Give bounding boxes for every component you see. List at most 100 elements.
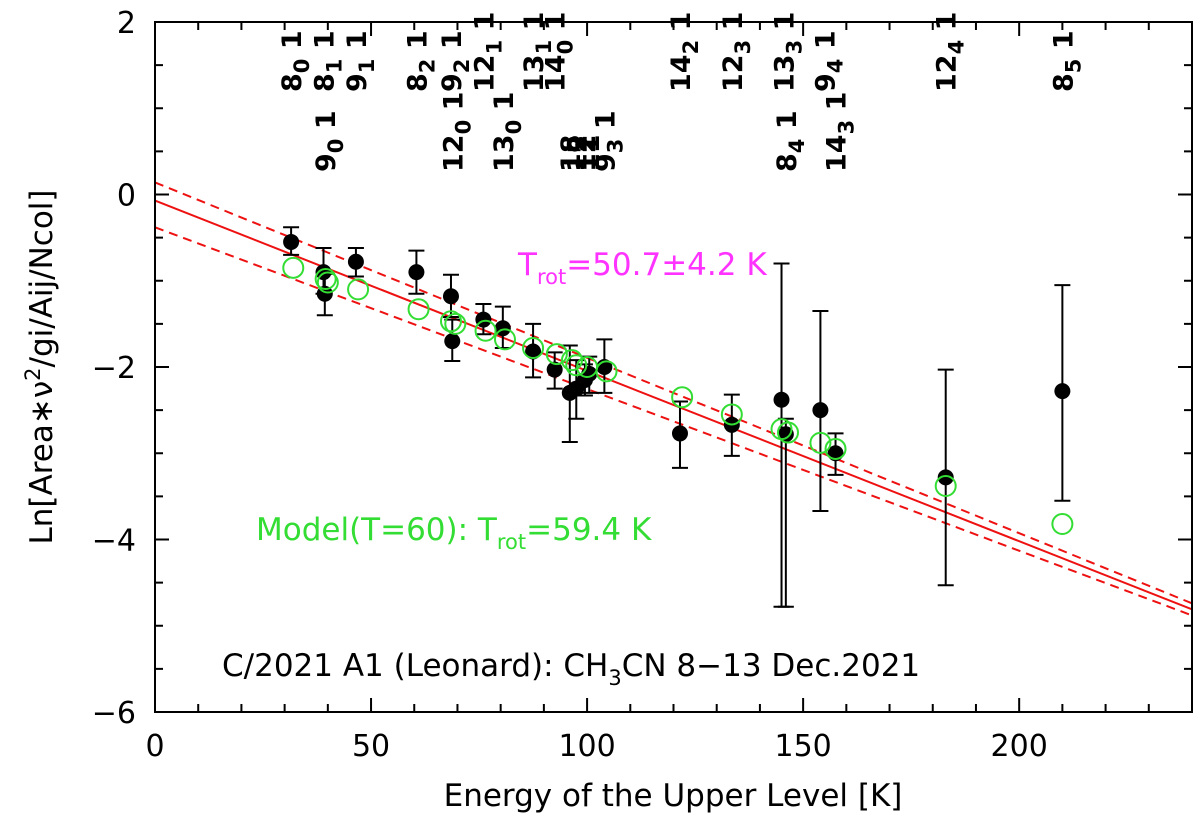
transition-label-main: 9 — [437, 73, 468, 92]
transition-label: 18 — [556, 134, 587, 172]
transition-label-main: 9 — [342, 73, 373, 92]
transition-label: 133 1 — [770, 12, 807, 92]
transition-label-k: 0 — [324, 139, 348, 154]
transition-label: 90 1 — [311, 110, 348, 172]
transition-label-tail: 1 — [575, 134, 606, 153]
transition-label-main: 14 — [666, 54, 697, 92]
model-point — [347, 278, 370, 301]
y-tick-label: 2 — [117, 6, 136, 41]
model-point — [1051, 512, 1074, 535]
model-point — [316, 271, 339, 294]
transition-label: 12 — [562, 134, 593, 172]
model-point — [439, 310, 462, 333]
model-point — [522, 337, 545, 360]
transition-label-main: 9 — [590, 153, 621, 172]
transition-label-tail: 1 — [469, 12, 500, 40]
model-point — [545, 343, 568, 366]
model-point — [824, 437, 847, 460]
observed-point — [442, 288, 459, 305]
transition-label-k: 1 — [532, 40, 556, 55]
trot-model-prefix: Model(T=60): T — [256, 512, 498, 548]
transition-label-k: 3 — [835, 120, 859, 135]
transition-label-main: 9 — [311, 153, 342, 172]
transition-label: 124 1 — [932, 12, 969, 92]
y-axis-title-suffix: /gi/Aij/Ncol] — [24, 190, 60, 368]
model-point — [444, 312, 467, 335]
transition-label-main: 13 — [519, 54, 550, 92]
observed-point — [937, 469, 954, 486]
transition-label-main: 12 — [438, 134, 469, 172]
chart-title-prefix: C/2021 A1 (Leonard): CH — [222, 648, 608, 684]
transition-label-main: 1 — [556, 153, 587, 172]
chart-title: C/2021 A1 (Leonard): CH3CN 8−13 Dec.2021 — [222, 648, 920, 690]
transition-label-main: 12 — [932, 54, 963, 92]
transition-label-tail: 1 — [310, 30, 341, 58]
observed-point — [408, 264, 425, 281]
transition-label-tail: 1 — [519, 12, 550, 40]
transition-label-tail: 1 — [438, 92, 469, 120]
transition-label-k: 2 — [415, 59, 439, 74]
transition-label-tail: 1 — [311, 110, 342, 138]
transition-label: 92 1 — [437, 30, 474, 92]
transition-label: 91 1 — [342, 30, 379, 92]
transition-label-main: 9 — [811, 73, 842, 92]
transition-label-main: 14 — [541, 54, 572, 92]
transition-label: 131 1 — [519, 12, 556, 92]
transition-label-main: 8 — [402, 73, 433, 92]
model-point — [407, 298, 430, 321]
model-points — [282, 256, 1074, 535]
model-point — [934, 475, 957, 498]
transition-label-tail: 1 — [666, 12, 697, 40]
transition-label-tail: 1 — [342, 30, 373, 58]
error-bars — [283, 226, 1071, 608]
transition-label: 81 1 — [310, 30, 347, 92]
transition-label-tail: 2 — [562, 134, 593, 153]
y-tick-label: −2 — [92, 351, 136, 386]
observed-point — [812, 402, 829, 419]
transition-label-tail: 2 — [571, 134, 602, 153]
observed-point — [773, 391, 790, 408]
transition-label: 94 1 — [811, 30, 848, 92]
y-tick-label: 0 — [117, 179, 136, 214]
y-tick-label: −6 — [92, 696, 136, 731]
transition-label-k: 2 — [450, 59, 474, 74]
y-axis-title-sup: 2 — [21, 367, 45, 380]
transition-label-main: 8 — [1048, 73, 1079, 92]
transition-label: 85 1 — [1048, 30, 1085, 92]
transition-label-tail: 1 — [277, 30, 308, 58]
fit-line-lower — [155, 226, 1192, 617]
transition-label-tail: 1 — [489, 92, 520, 120]
y-axis-title: Ln[Area∗ν2/gi/Aij/Ncol] — [21, 190, 60, 545]
trot-observed-sub: rot — [537, 265, 566, 289]
model-point — [809, 431, 832, 454]
transition-label-k: 0 — [502, 120, 526, 135]
transition-label: 11 — [575, 134, 606, 172]
model-point — [565, 354, 588, 377]
transition-label-k: 4 — [945, 40, 969, 55]
transition-label-main: 12 — [718, 54, 749, 92]
observed-point — [546, 361, 563, 378]
y-tick-label: −4 — [92, 524, 136, 559]
trot-model-sub: rot — [497, 530, 526, 554]
transition-label-k: 3 — [783, 40, 807, 55]
transition-label-k: 1 — [482, 40, 506, 55]
transition-label-k: 5 — [1061, 59, 1085, 74]
observed-point — [444, 333, 461, 350]
transition-label-main: 1 — [575, 153, 606, 172]
transition-label-tail: 1 — [541, 12, 572, 40]
transition-label: 120 1 — [438, 92, 475, 172]
transition-label-k: 4 — [824, 59, 848, 74]
axes: 0 50 100 150 200−6−4−202 — [92, 6, 1193, 764]
transition-label: 140 1 — [541, 12, 578, 92]
transition-label-tail: 1 — [718, 12, 749, 40]
trot-observed-prefix: T — [517, 247, 538, 283]
trot-observed-annotation: Trot=50.7±4.2 K — [517, 247, 767, 289]
x-axis-title: Energy of the Upper Level [K] — [444, 778, 903, 814]
transition-label: 80 1 — [277, 30, 314, 92]
transition-label-tail: 1 — [772, 110, 803, 138]
transition-label-k: 1 — [355, 59, 379, 74]
transition-label-tail: 1 — [437, 30, 468, 58]
transition-label-k: 3 — [731, 40, 755, 55]
trot-model-value: =59.4 K — [526, 512, 652, 548]
